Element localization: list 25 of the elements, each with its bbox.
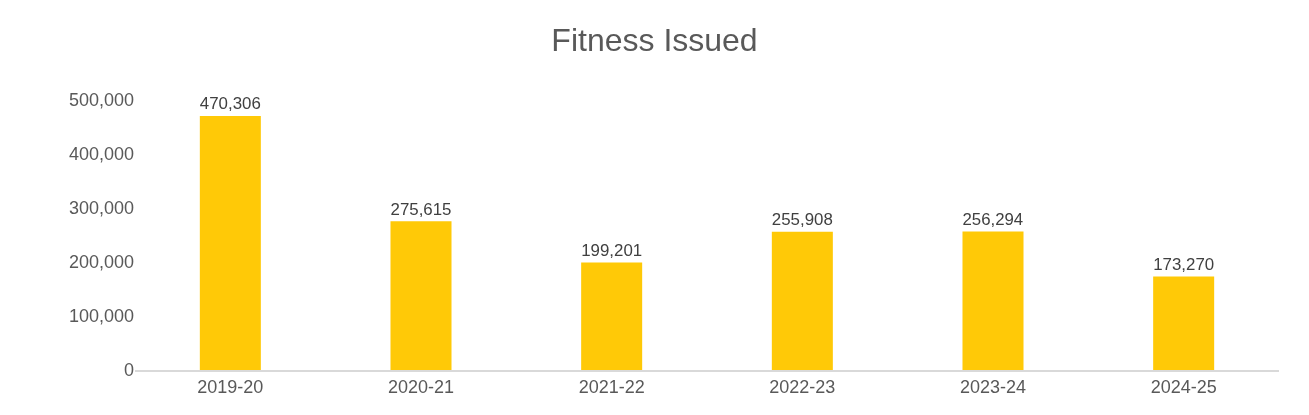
x-tick-label: 2022-23 [769,377,836,398]
x-tick-label: 2024-25 [1150,377,1217,398]
y-tick-label: 200,000 [68,252,134,273]
bar [199,116,261,370]
x-tick-label: 2021-22 [578,377,645,398]
data-label: 256,294 [962,210,1024,230]
y-tick-label: 0 [123,360,134,381]
y-tick-label: 300,000 [68,198,134,219]
bar [581,262,643,370]
x-tick-label: 2023-24 [959,377,1027,398]
data-label: 173,270 [1153,254,1215,274]
x-tick-label: 2019-20 [197,377,264,398]
bar [962,231,1024,370]
y-tick-label: 400,000 [68,144,134,165]
bar [1153,276,1215,370]
bar [390,221,452,370]
data-label: 199,201 [581,240,643,260]
chart-title: Fitness Issued [551,22,758,59]
data-label: 275,615 [390,199,452,219]
y-tick-label: 100,000 [68,306,134,327]
x-tick-label: 2020-21 [387,377,455,398]
y-tick-label: 500,000 [68,90,134,111]
data-label: 470,306 [199,94,261,114]
bar [771,231,833,370]
data-label: 255,908 [771,210,833,230]
